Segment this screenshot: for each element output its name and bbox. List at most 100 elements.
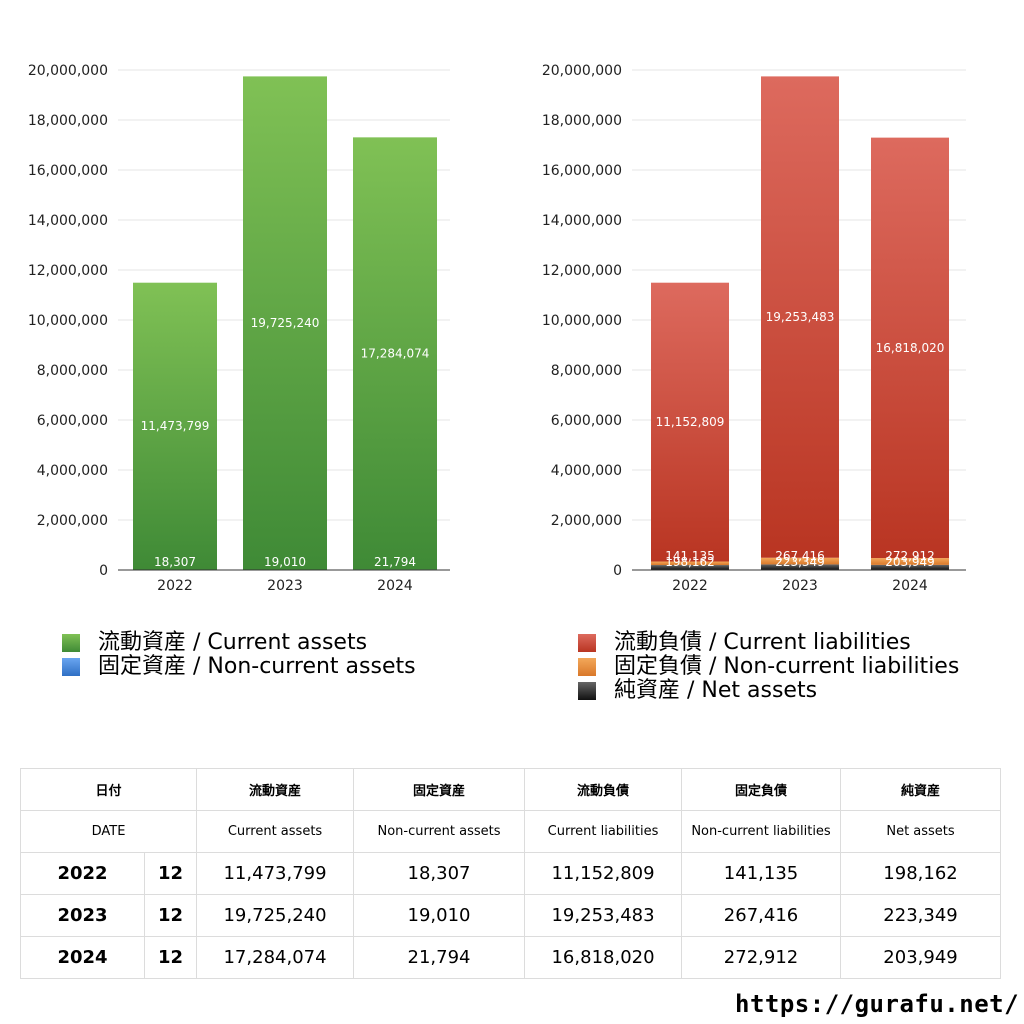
row-month: 12	[143, 894, 198, 937]
table-header-en: DATE Current assets Non-current assets C…	[19, 810, 1002, 853]
header-current-liabilities-en: Current liabilities	[524, 810, 683, 853]
header-noncurrent-liabilities-ja: 固定負債	[681, 768, 842, 811]
y-tick-label: 2,000,000	[37, 513, 108, 529]
row-year: 2022	[20, 852, 145, 895]
cell-noncurrent-liabilities: 272,912	[681, 936, 842, 979]
y-tick-label: 6,000,000	[37, 413, 108, 429]
y-tick-label: 16,000,000	[542, 163, 622, 179]
legend-item: 固定資産 / Non-current assets	[62, 655, 416, 679]
y-tick-label: 12,000,000	[28, 263, 108, 279]
row-year: 2023	[20, 894, 145, 937]
bar-segment	[761, 557, 839, 565]
y-tick-label: 2,000,000	[551, 513, 622, 529]
x-tick-label: 2022	[157, 578, 193, 594]
cell-noncurrent-liabilities: 267,416	[681, 894, 842, 937]
bar-segment	[651, 282, 729, 562]
data-label: 223,349	[775, 555, 825, 569]
legend-label: 純資産 / Net assets	[614, 678, 818, 703]
cell-current-assets: 11,473,799	[196, 852, 355, 895]
header-current-assets-en: Current assets	[196, 810, 355, 853]
y-tick-label: 18,000,000	[28, 113, 108, 129]
y-tick-label: 20,000,000	[542, 63, 622, 79]
data-label: 19,253,483	[766, 310, 835, 324]
cell-current-assets: 17,284,074	[196, 936, 355, 979]
y-tick-label: 0	[613, 563, 622, 579]
y-tick-label: 10,000,000	[28, 313, 108, 329]
liabilities-legend: 流動負債 / Current liabilities 固定負債 / Non-cur…	[578, 631, 959, 703]
y-tick-label: 18,000,000	[542, 113, 622, 129]
table-row: 2024 12 17,284,074 21,794 16,818,020 272…	[20, 936, 1002, 979]
cell-noncurrent-assets: 19,010	[353, 894, 526, 937]
header-net-assets-ja: 純資産	[840, 768, 1002, 811]
bar-segment	[761, 76, 839, 558]
data-label: 141,135	[665, 549, 715, 563]
chart-1: 0 2,000,000 4,000,000 6,000,000 8,000,000 10,…	[542, 63, 966, 594]
table-row: 2022 12 11,473,799 18,307 11,152,809 141…	[20, 852, 1002, 895]
legend-swatch	[578, 658, 596, 676]
bar-segment	[761, 564, 839, 570]
legend-item: 流動負債 / Current liabilities	[578, 631, 959, 655]
legend-item: 流動資産 / Current assets	[62, 631, 416, 655]
header-noncurrent-liabilities-en: Non-current liabilities	[681, 810, 842, 853]
bar-segment	[353, 137, 437, 570]
bar-segment	[871, 137, 949, 559]
cell-net-assets: 223,349	[840, 894, 1002, 937]
chart-0: 0 2,000,000 4,000,000 6,000,000 8,000,000 10,…	[28, 63, 450, 594]
row-month: 12	[143, 852, 198, 895]
cell-net-assets: 203,949	[840, 936, 1002, 979]
legend-swatch	[62, 634, 80, 652]
cell-current-liabilities: 19,253,483	[524, 894, 683, 937]
y-tick-label: 10,000,000	[542, 313, 622, 329]
data-label: 11,152,809	[656, 415, 725, 429]
y-tick-label: 8,000,000	[37, 363, 108, 379]
cell-noncurrent-assets: 21,794	[353, 936, 526, 979]
x-tick-label: 2024	[377, 578, 413, 594]
y-tick-label: 14,000,000	[542, 213, 622, 229]
bar-segment	[651, 565, 729, 570]
data-label: 267,416	[775, 549, 825, 563]
row-year: 2024	[20, 936, 145, 979]
x-tick-label: 2024	[892, 578, 928, 594]
y-tick-label: 12,000,000	[542, 263, 622, 279]
balance-table: 日付 流動資産 固定資産 流動負債 固定負債 純資産 DATE Current …	[19, 768, 1002, 979]
cell-current-liabilities: 11,152,809	[524, 852, 683, 895]
data-label: 16,818,020	[876, 341, 945, 355]
legend-label: 固定負債 / Non-current liabilities	[614, 654, 960, 679]
data-label: 198,162	[665, 555, 715, 569]
bar-segment	[243, 76, 327, 570]
y-tick-label: 0	[99, 563, 108, 579]
legend-item: 純資産 / Net assets	[578, 679, 959, 703]
y-tick-label: 14,000,000	[28, 213, 108, 229]
row-month: 12	[143, 936, 198, 979]
legend-swatch	[578, 682, 596, 700]
cell-noncurrent-liabilities: 141,135	[681, 852, 842, 895]
header-noncurrent-assets-en: Non-current assets	[353, 810, 526, 853]
data-label: 272,912	[885, 549, 935, 563]
assets-legend: 流動資産 / Current assets 固定資産 / Non-current …	[62, 631, 416, 679]
bar-segment	[871, 564, 949, 570]
header-net-assets-en: Net assets	[840, 810, 1002, 853]
header-current-liabilities-ja: 流動負債	[524, 768, 683, 811]
header-date-en: DATE	[19, 810, 198, 853]
y-tick-label: 6,000,000	[551, 413, 622, 429]
y-tick-label: 8,000,000	[551, 363, 622, 379]
legend-swatch	[62, 658, 80, 676]
x-tick-label: 2022	[672, 578, 708, 594]
charts-canvas: 0 2,000,000 4,000,000 6,000,000 8,000,000 10,…	[28, 63, 966, 594]
y-tick-label: 20,000,000	[28, 63, 108, 79]
legend-label: 流動負債 / Current liabilities	[614, 630, 911, 655]
header-current-assets-ja: 流動資産	[196, 768, 355, 811]
data-label: 203,949	[885, 555, 935, 569]
cell-current-assets: 19,725,240	[196, 894, 355, 937]
cell-noncurrent-assets: 18,307	[353, 852, 526, 895]
bar-segment	[871, 558, 949, 565]
data-label: 11,473,799	[141, 419, 210, 433]
y-tick-label: 4,000,000	[551, 463, 622, 479]
y-tick-label: 16,000,000	[28, 163, 108, 179]
header-noncurrent-assets-ja: 固定資産	[353, 768, 526, 811]
table-row: 2023 12 19,725,240 19,010 19,253,483 267…	[20, 894, 1002, 937]
y-tick-label: 4,000,000	[37, 463, 108, 479]
site-url[interactable]: https://gurafu.net/	[735, 990, 1020, 1018]
legend-item: 固定負債 / Non-current liabilities	[578, 655, 959, 679]
legend-label: 固定資産 / Non-current assets	[98, 654, 416, 679]
